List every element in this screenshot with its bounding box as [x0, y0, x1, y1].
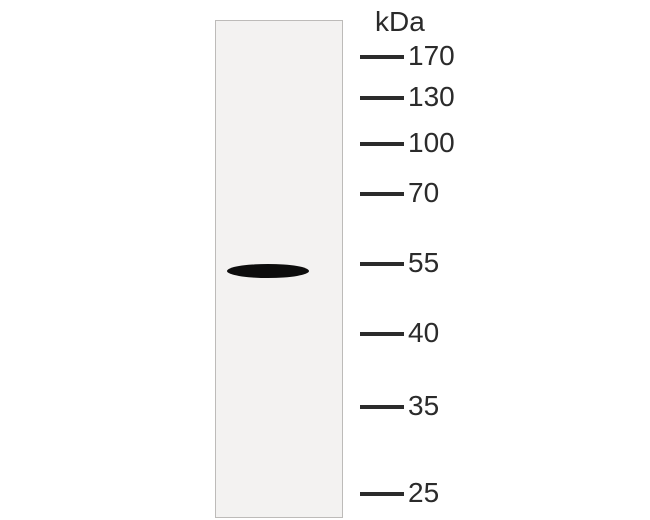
protein-band: [227, 264, 309, 278]
marker-tick: [360, 332, 404, 336]
marker-label: 170: [408, 40, 455, 72]
marker-tick: [360, 492, 404, 496]
marker-label: 35: [408, 390, 439, 422]
marker-tick: [360, 55, 404, 59]
marker-tick: [360, 262, 404, 266]
marker-label: 55: [408, 247, 439, 279]
marker-label: 70: [408, 177, 439, 209]
axis-unit-label: kDa: [375, 6, 425, 38]
marker-label: 25: [408, 477, 439, 509]
marker-label: 100: [408, 127, 455, 159]
marker-tick: [360, 192, 404, 196]
marker-label: 40: [408, 317, 439, 349]
western-blot-figure: kDa 170 130 100 70 55 40 35 25: [0, 0, 650, 520]
marker-tick: [360, 96, 404, 100]
marker-tick: [360, 405, 404, 409]
marker-tick: [360, 142, 404, 146]
marker-label: 130: [408, 81, 455, 113]
